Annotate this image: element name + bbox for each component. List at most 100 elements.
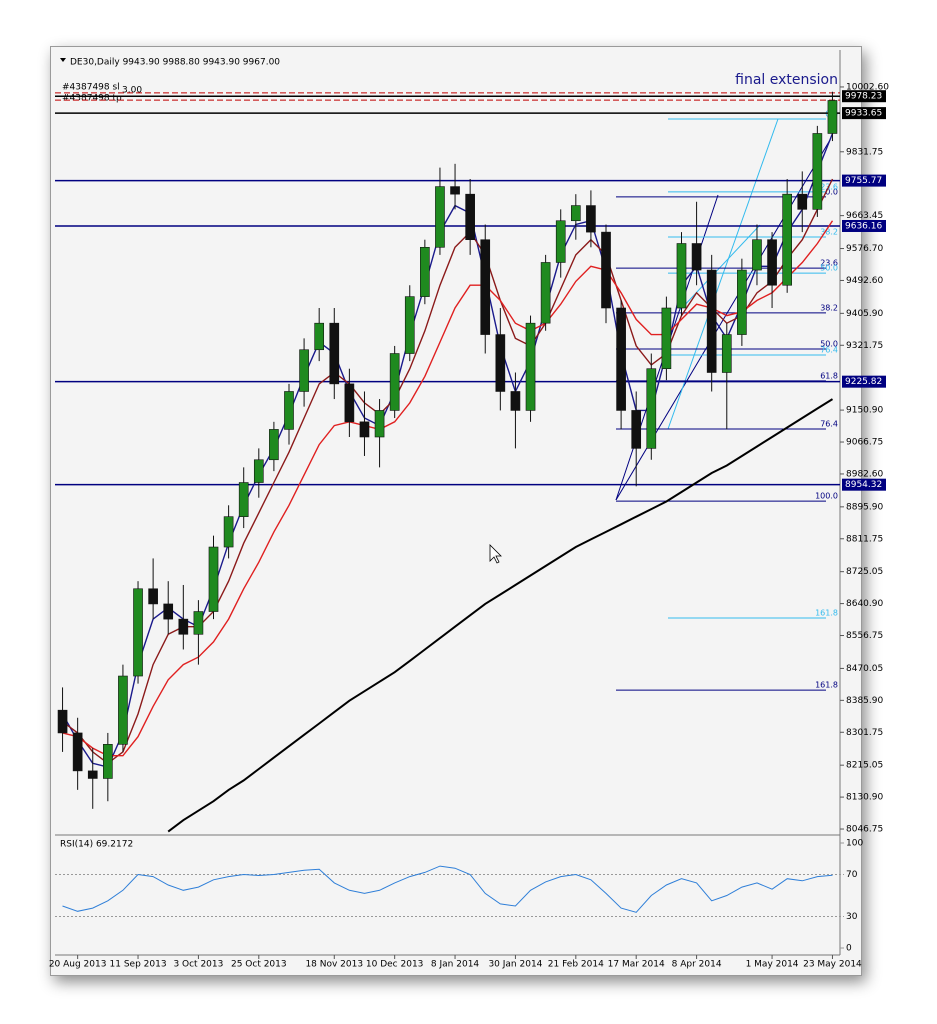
candle-body <box>782 193 792 286</box>
x-tick-label: 11 Sep 2013 <box>110 960 167 970</box>
fib-label: 23.6 <box>820 259 838 268</box>
candle-body <box>133 588 143 677</box>
y-tick-label: 9492.60 <box>846 276 883 286</box>
level-label: 9636.16 <box>845 221 882 231</box>
level-label: 9978.23 <box>845 92 882 102</box>
candle-body <box>269 429 279 461</box>
candle-body <box>253 459 264 483</box>
y-tick-label: 8811.75 <box>846 534 883 544</box>
x-tick-label: 8 Apr 2014 <box>672 960 722 970</box>
fib-label: 50.0 <box>820 339 838 348</box>
x-tick-label: 8 Jan 2014 <box>431 960 479 970</box>
level-label: 9755.77 <box>845 176 882 186</box>
fib-label: 161.8 <box>815 608 838 617</box>
candle-body <box>389 353 400 411</box>
candle-body <box>178 618 189 635</box>
order-size: 3.00 <box>122 86 142 96</box>
level-label: 9933.65 <box>845 109 882 119</box>
candle-body <box>706 269 717 373</box>
candle-body <box>737 269 747 335</box>
candle-body <box>661 307 672 370</box>
candle-body <box>555 220 566 263</box>
x-tick-label: 1 May 2014 <box>746 960 799 970</box>
level-box <box>842 219 886 232</box>
candle-body <box>586 205 596 233</box>
candle-body <box>495 334 506 392</box>
candle-body <box>570 205 581 222</box>
x-tick-label: 3 Oct 2013 <box>173 960 223 970</box>
candle-body <box>163 603 174 620</box>
candle-body <box>540 262 551 324</box>
level-box <box>842 174 886 187</box>
candle-body <box>223 516 234 548</box>
candle-body <box>827 100 838 134</box>
indicator-line <box>167 398 834 833</box>
x-tick-label: 25 Oct 2013 <box>231 960 287 970</box>
candle-body <box>420 246 430 297</box>
fork-line <box>667 118 779 430</box>
order-label: #4387498 tp <box>62 94 122 104</box>
level-box <box>842 375 886 388</box>
y-tick-label: 8982.60 <box>846 469 883 479</box>
indicator-line <box>61 133 834 768</box>
level-box <box>842 478 886 491</box>
candle-body <box>374 410 385 438</box>
fib-label: 76.4 <box>820 346 838 355</box>
x-tick-label: 30 Jan 2014 <box>488 960 542 970</box>
candle-body <box>329 322 340 385</box>
y-tick-label: 9663.45 <box>846 211 883 221</box>
candle-body <box>691 243 702 271</box>
y-tick-label: 8130.90 <box>846 793 883 803</box>
chart-frame <box>50 46 862 976</box>
y-tick-label: 8301.75 <box>846 728 883 738</box>
candle-body <box>314 322 325 351</box>
y-tick-label: 8556.75 <box>846 631 883 641</box>
rsi-tick-label: 100 <box>846 839 863 849</box>
y-tick-label: 10002.60 <box>846 82 889 92</box>
candle-body <box>435 186 445 248</box>
candle-body <box>465 193 475 241</box>
x-tick-label: 21 Feb 2014 <box>548 960 604 970</box>
y-tick-label: 9321.75 <box>846 341 883 351</box>
indicator-line <box>62 178 834 765</box>
level-label: 8954.32 <box>845 480 882 490</box>
candle-body <box>87 770 98 779</box>
fork-line <box>679 224 761 311</box>
x-tick-label: 23 May 2014 <box>803 960 862 970</box>
candle-body <box>103 744 113 779</box>
candle-body <box>601 231 611 309</box>
rsi-tick-label: 70 <box>846 870 858 880</box>
candle-body <box>344 383 355 423</box>
candle-body <box>72 732 83 772</box>
fib-label: 38.2 <box>820 303 838 312</box>
candle-body <box>193 611 204 635</box>
fib-label: 76.4 <box>820 420 838 429</box>
candle-body <box>616 307 626 411</box>
fib-label: 100.0 <box>815 492 838 501</box>
candle-body <box>480 239 491 335</box>
candle-body <box>299 349 309 392</box>
x-tick-label: 10 Dec 2013 <box>366 960 424 970</box>
y-tick-label: 9150.90 <box>846 406 883 416</box>
y-tick-label: 9831.75 <box>846 147 883 157</box>
rsi-title: RSI(14) 69.2172 <box>60 840 133 850</box>
level-label: 9225.82 <box>845 377 882 387</box>
candle-body <box>359 421 370 438</box>
y-tick-label: 8895.90 <box>846 502 883 512</box>
x-tick-label: 17 Mar 2014 <box>608 960 665 970</box>
y-tick-label: 8470.05 <box>846 664 883 674</box>
candle-body <box>767 239 777 286</box>
candle-body <box>118 675 128 745</box>
level-box <box>842 90 886 103</box>
candle-body <box>676 243 687 309</box>
rsi-tick-label: 0 <box>846 944 852 954</box>
x-tick-label: 18 Nov 2013 <box>305 960 363 970</box>
y-tick-label: 8640.90 <box>846 599 883 609</box>
y-tick-label: 8725.05 <box>846 567 883 577</box>
fib-label: 61.8 <box>820 371 838 380</box>
header: DE30,Daily 9943.90 9988.80 9943.90 9967.… <box>70 58 280 68</box>
y-tick-label: 8215.05 <box>846 761 883 771</box>
candle-body <box>208 546 219 612</box>
candle-body <box>450 186 460 195</box>
